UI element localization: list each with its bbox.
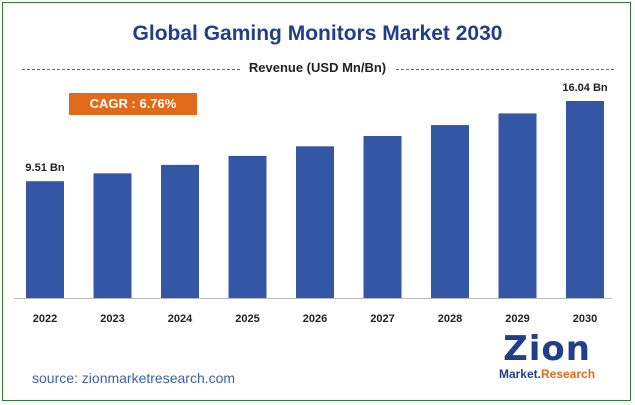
source-text: source: zionmarketresearch.com <box>32 370 236 386</box>
bar-2026 <box>296 146 334 298</box>
bar-2029 <box>498 113 537 299</box>
x-tick-label: 2025 <box>235 313 259 325</box>
title-divider-right <box>396 69 614 70</box>
bar-2030 <box>566 101 604 298</box>
chart-subtitle: Revenue (USD Mn/Bn) <box>0 60 635 75</box>
bar-2024 <box>161 164 199 298</box>
x-tick-label: 2022 <box>33 313 57 325</box>
x-tick-label: 2026 <box>303 313 327 325</box>
logo-word: Zion <box>503 329 591 369</box>
zion-logo: Zion Market.Research <box>497 329 597 383</box>
title-divider-left <box>22 69 240 70</box>
logo-sub-main: Market. <box>498 367 541 381</box>
bar-2025 <box>228 155 267 298</box>
data-label-first: 9.51 Bn <box>25 162 64 174</box>
cagr-badge: CAGR : 6.76% <box>69 93 197 115</box>
x-tick-label: 2027 <box>370 313 394 325</box>
logo-subtitle: Market.Research <box>497 367 597 381</box>
x-tick-label: 2028 <box>438 313 462 325</box>
bar-2023 <box>93 173 132 298</box>
logo-sub-accent: Research <box>540 367 596 381</box>
bar-2028 <box>431 125 469 298</box>
subtitle-text: Revenue (USD Mn/Bn) <box>242 60 393 75</box>
x-tick-label: 2030 <box>573 313 597 325</box>
data-label-last: 16.04 Bn <box>562 82 608 94</box>
chart-title: Global Gaming Monitors Market 2030 <box>132 22 503 45</box>
bar-2022 <box>26 181 64 298</box>
x-tick-label: 2029 <box>505 313 529 325</box>
x-tick-label: 2023 <box>100 313 124 325</box>
x-tick-label: 2024 <box>168 313 193 325</box>
bar-2027 <box>363 136 402 298</box>
